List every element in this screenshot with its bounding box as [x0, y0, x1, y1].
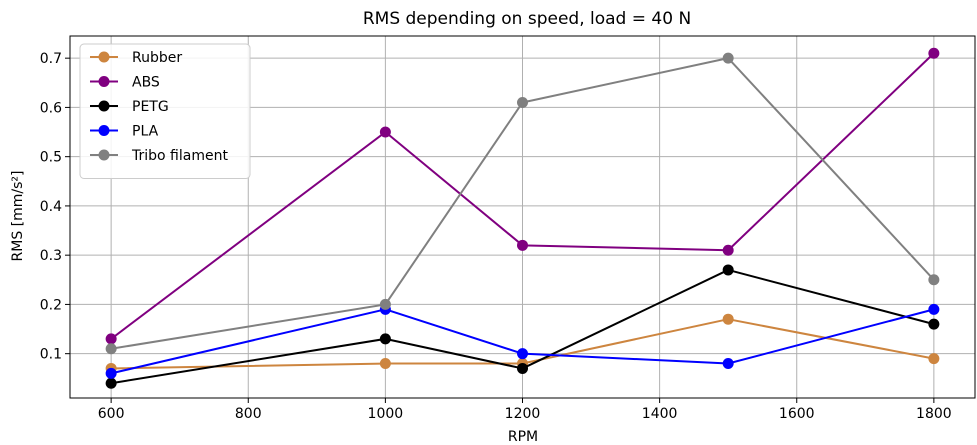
- series-layer: [105, 47, 940, 389]
- y-axis-label: RMS [mm/s²]: [10, 171, 26, 262]
- data-point-abs: [517, 239, 528, 251]
- data-point-abs: [105, 333, 117, 345]
- data-point-tribo-filament: [928, 274, 940, 286]
- chart-title: RMS depending on speed, load = 40 N: [363, 9, 691, 29]
- series-abs: [105, 47, 940, 345]
- x-tick-label: 1600: [779, 406, 815, 422]
- legend-label-rubber: Rubber: [132, 50, 182, 66]
- y-tick-label: 0.4: [40, 199, 62, 215]
- legend-marker-tribo-filament: [98, 149, 110, 161]
- data-point-petg: [722, 264, 734, 276]
- y-tick-label: 0.2: [40, 297, 62, 313]
- y-tick-label: 0.7: [40, 51, 62, 67]
- legend-marker-pla: [98, 125, 110, 136]
- y-tick-label: 0.1: [40, 347, 62, 363]
- y-tick-label: 0.6: [40, 100, 62, 116]
- legend-label-tribo-filament: Tribo filament: [131, 148, 228, 164]
- data-point-pla: [928, 303, 940, 315]
- data-point-abs: [928, 47, 940, 59]
- data-point-rubber: [928, 353, 940, 365]
- legend-item-rubber: Rubber: [90, 50, 182, 66]
- legend-label-pla: PLA: [132, 124, 159, 140]
- x-tick-label: 1000: [368, 406, 404, 422]
- x-tick-label: 1800: [916, 406, 952, 422]
- legend-item-pla: PLA: [90, 124, 159, 140]
- legend-marker-abs: [98, 76, 110, 87]
- y-axis: 0.1 0.2 0.3 0.4 0.5 0.6 0.7: [40, 51, 70, 363]
- data-point-pla: [517, 348, 528, 360]
- data-point-petg: [517, 362, 528, 374]
- legend-label-petg: PETG: [132, 99, 169, 115]
- x-tick-label: 1200: [505, 406, 541, 422]
- x-tick-label: 600: [98, 406, 125, 422]
- data-point-abs: [722, 244, 734, 256]
- legend-marker-rubber: [98, 51, 110, 63]
- series-tribo-filament: [105, 52, 940, 355]
- data-point-petg: [105, 377, 117, 389]
- data-point-abs: [379, 126, 391, 138]
- legend-label-abs: ABS: [132, 75, 160, 91]
- x-tick-label: 800: [235, 406, 262, 422]
- data-point-tribo-filament: [105, 343, 117, 355]
- x-axis-label: RPM: [508, 429, 538, 445]
- y-tick-label: 0.3: [40, 248, 62, 264]
- x-tick-label: 1400: [642, 406, 678, 422]
- legend-item-petg: PETG: [90, 99, 169, 115]
- data-point-petg: [928, 318, 940, 330]
- legend-marker-petg: [98, 100, 110, 112]
- data-point-petg: [379, 333, 391, 345]
- legend-item-abs: ABS: [90, 75, 160, 91]
- data-point-pla: [722, 358, 734, 370]
- series-petg: [105, 264, 940, 389]
- x-axis: 600 800 1000 1200 1400 1600 1800: [98, 398, 952, 422]
- data-point-tribo-filament: [722, 52, 734, 64]
- data-point-rubber: [379, 358, 391, 370]
- data-point-pla: [105, 367, 117, 379]
- legend-item-tribo-filament: Tribo filament: [90, 148, 228, 164]
- data-point-rubber: [722, 313, 734, 325]
- data-point-tribo-filament: [379, 298, 391, 310]
- y-tick-label: 0.5: [40, 150, 62, 166]
- legend: Rubber ABS PETG PLA Tribo filament: [79, 43, 251, 179]
- data-point-tribo-filament: [517, 96, 528, 108]
- legend-box: [79, 43, 251, 179]
